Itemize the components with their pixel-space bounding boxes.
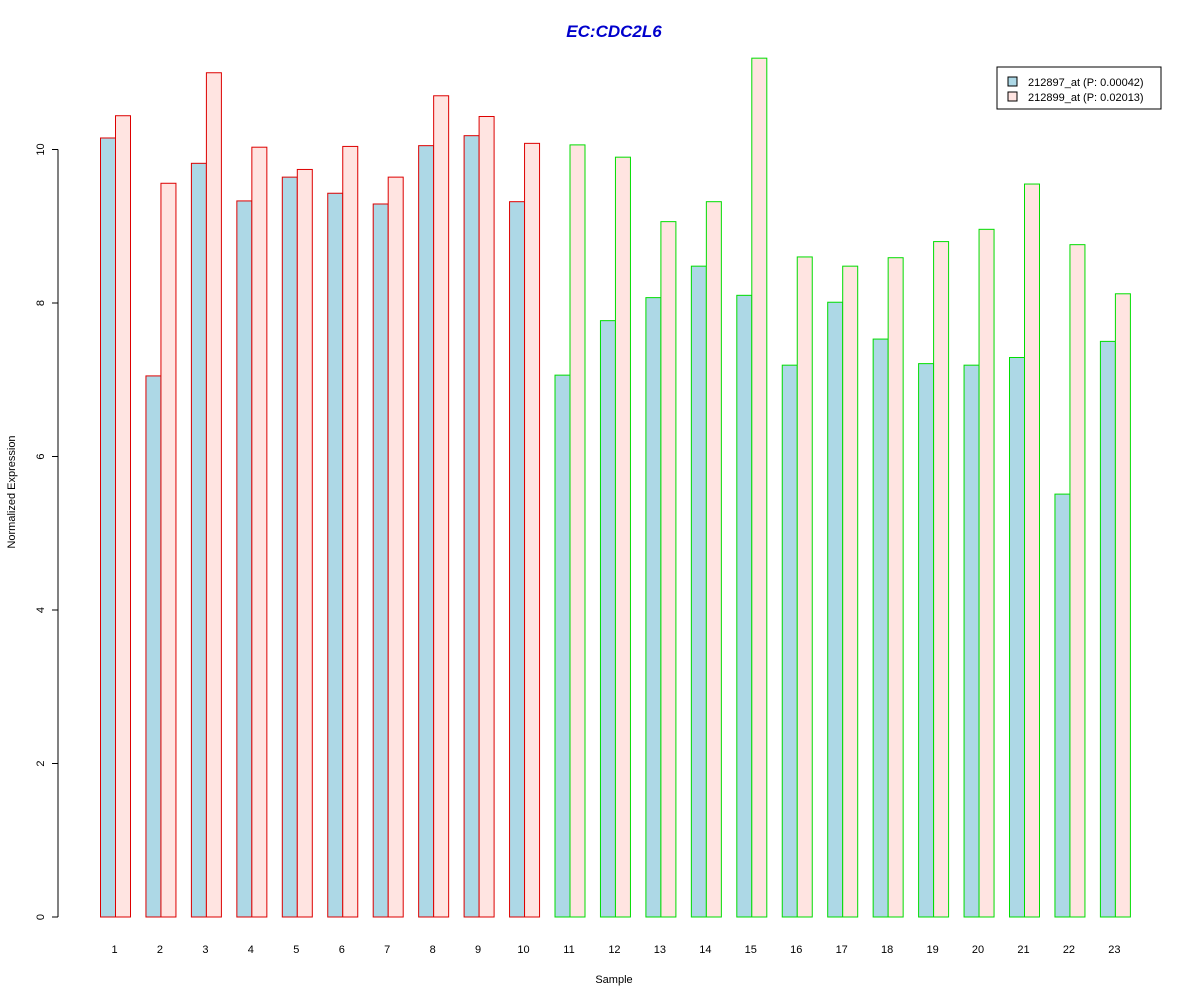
y-tick-label: 4 <box>35 607 47 613</box>
bar <box>705 201 722 918</box>
bar <box>1099 340 1116 918</box>
bar <box>1114 293 1131 918</box>
x-tick-label: 16 <box>790 944 802 956</box>
bar <box>342 145 359 918</box>
bar <box>1009 356 1025 918</box>
bar <box>100 137 116 918</box>
x-tick-label: 12 <box>608 944 620 956</box>
x-tick-labels: 1 2 3 4 5 6 7 8 9 10 11 12 13 14 15 16 17 18 19 20 21 22 23 <box>111 944 1120 956</box>
bar <box>736 294 753 918</box>
y-axis-label: Normalized Expression <box>6 435 18 548</box>
bars-group <box>100 57 1131 918</box>
x-tick-label: 6 <box>339 944 345 956</box>
bar <box>554 374 571 918</box>
bar <box>433 95 450 918</box>
legend: 212897_at (P: 0.00042) 212899_at (P: 0.02… <box>996 66 1162 110</box>
bar <box>463 135 480 918</box>
chart-title: EC:CDC2L6 <box>566 22 662 41</box>
bar <box>751 57 768 918</box>
x-tick-label: 17 <box>836 944 848 956</box>
bar <box>1069 244 1086 918</box>
bar <box>645 297 662 918</box>
x-tick-label: 18 <box>881 944 893 956</box>
bar <box>569 144 586 918</box>
bar <box>796 256 813 918</box>
bar <box>478 115 495 918</box>
x-tick-label: 1 <box>111 944 117 956</box>
bar <box>387 176 404 918</box>
bar <box>205 72 222 918</box>
bar <box>690 265 707 918</box>
legend-swatch <box>1007 91 1018 102</box>
bar <box>524 142 541 918</box>
bar <box>236 200 253 918</box>
x-tick-label: 7 <box>384 944 390 956</box>
bar <box>190 162 207 918</box>
x-tick-label: 13 <box>654 944 666 956</box>
bar <box>918 363 935 918</box>
y-tick-label: 2 <box>35 760 47 766</box>
x-tick-label: 15 <box>745 944 757 956</box>
x-tick-label: 21 <box>1017 944 1029 956</box>
x-tick-label: 19 <box>926 944 938 956</box>
bar <box>509 201 526 918</box>
bar <box>296 168 313 918</box>
x-tick-label: 20 <box>972 944 984 956</box>
bar <box>887 257 904 918</box>
bar <box>599 320 616 918</box>
bar <box>251 146 268 918</box>
y-tick-label: 10 <box>35 143 47 155</box>
bar <box>1024 183 1040 918</box>
legend-swatch <box>1007 76 1018 87</box>
x-tick-label: 9 <box>475 944 481 956</box>
legend-label: 212899_at (P: 0.02013) <box>1028 92 1144 104</box>
x-tick-label: 4 <box>248 944 254 956</box>
x-tick-label: 2 <box>157 944 163 956</box>
bar <box>781 364 798 918</box>
bar <box>872 338 889 918</box>
bar <box>1054 493 1071 918</box>
bar <box>827 301 844 918</box>
x-tick-label: 14 <box>699 944 711 956</box>
bar <box>978 228 995 918</box>
legend-box <box>996 66 1162 110</box>
bar <box>842 265 859 918</box>
y-tick-label: 6 <box>35 453 47 459</box>
legend-label: 212897_at (P: 0.00042) <box>1028 77 1144 89</box>
x-tick-label: 23 <box>1108 944 1120 956</box>
bar <box>115 115 131 918</box>
x-tick-label: 10 <box>517 944 529 956</box>
bar <box>145 375 162 918</box>
bar <box>372 203 389 918</box>
bar <box>327 192 344 918</box>
y-axis: 0 2 4 6 8 10 <box>35 143 59 920</box>
x-tick-label: 5 <box>293 944 299 956</box>
bar <box>418 145 435 918</box>
x-tick-label: 3 <box>202 944 208 956</box>
x-axis-label: Sample <box>595 974 632 986</box>
y-tick-label: 0 <box>35 914 47 920</box>
bar <box>160 182 177 918</box>
bar <box>281 176 298 918</box>
bar <box>660 221 677 918</box>
x-tick-label: 8 <box>430 944 436 956</box>
bar <box>614 156 631 918</box>
bar <box>963 364 980 918</box>
bar <box>933 241 950 918</box>
y-tick-label: 8 <box>35 300 47 306</box>
x-tick-label: 11 <box>563 944 574 956</box>
x-tick-label: 22 <box>1063 944 1075 956</box>
